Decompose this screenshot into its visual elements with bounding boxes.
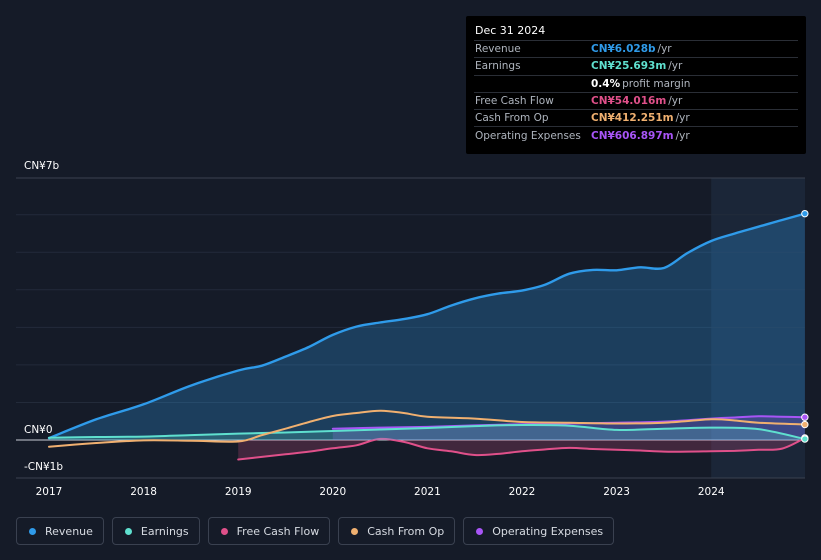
x-tick-label: 2019	[225, 486, 252, 498]
endpoint-marker-cash-from-op	[801, 420, 809, 429]
legend-label: Operating Expenses	[492, 524, 604, 538]
tooltip-value: CN¥606.897m	[591, 129, 674, 142]
legend-dot-icon	[351, 527, 359, 535]
series-line-revenue	[47, 212, 807, 440]
tooltip-date: Dec 31 2024	[475, 24, 546, 37]
tooltip-unit: /yr	[657, 43, 672, 56]
legend-dot-icon	[476, 527, 484, 535]
x-tick-label: 2018	[130, 486, 157, 498]
tooltip-value: CN¥25.693m	[591, 60, 667, 73]
series-area-operating-expenses	[332, 416, 805, 440]
legend-dot-icon	[124, 527, 132, 535]
tooltip-row-profit-margin: 0.4% profit margin	[474, 74, 798, 92]
legend-label: Revenue	[45, 524, 93, 538]
legend-label: Cash From Op	[367, 524, 445, 538]
tooltip-label: Operating Expenses	[475, 129, 581, 142]
legend-label: Free Cash Flow	[236, 524, 320, 538]
x-axis-labels: 2017 2018 2019 2020 2021 2022 2023 2024	[36, 486, 725, 498]
series-area-free-cash-flow	[238, 438, 805, 460]
chart-legend: Revenue Earnings Free Cash Flow Cash Fro…	[16, 517, 622, 545]
legend-item-cash-from-op[interactable]: Cash From Op	[338, 517, 456, 545]
legend-item-operating-expenses[interactable]: Operating Expenses	[463, 517, 615, 545]
series-area-earnings	[49, 424, 805, 440]
x-tick-label: 2017	[36, 486, 63, 498]
tooltip-row-cash-from-op: Cash From Op CN¥412.251m /yr	[474, 109, 798, 126]
tooltip-row-revenue: Revenue CN¥6.028b /yr	[474, 40, 798, 57]
tooltip-label: Free Cash Flow	[475, 95, 554, 108]
tooltip-value: CN¥54.016m	[591, 95, 667, 108]
series-line-free-cash-flow	[237, 437, 806, 461]
series-line-cash-from-op	[48, 409, 806, 448]
tooltip-unit: /yr	[675, 129, 690, 142]
x-tick-label: 2022	[509, 486, 536, 498]
tooltip-label: Cash From Op	[475, 112, 549, 125]
x-tick-label: 2021	[414, 486, 441, 498]
tooltip-row-free-cash-flow: Free Cash Flow CN¥54.016m /yr	[474, 91, 798, 109]
legend-item-earnings[interactable]: Earnings	[111, 517, 200, 545]
y-axis-label: CN¥7b	[24, 160, 60, 172]
tooltip-value: CN¥412.251m	[591, 112, 674, 125]
tooltip-unit: /yr	[668, 95, 683, 108]
legend-item-revenue[interactable]: Revenue	[16, 517, 104, 545]
legend-label: Earnings	[140, 524, 189, 538]
endpoint-marker-revenue	[801, 209, 809, 218]
y-axis-labels: CN¥7b CN¥0 -CN¥1b	[24, 160, 63, 473]
tooltip-label: Revenue	[475, 43, 521, 56]
series-area-revenue	[49, 213, 805, 440]
tooltip-unit: /yr	[675, 112, 690, 125]
data-tooltip: Dec 31 2024 Revenue CN¥6.028b /yr Earnin…	[466, 16, 806, 154]
tooltip-row-earnings: Earnings CN¥25.693m /yr	[474, 57, 798, 74]
endpoint-markers	[801, 209, 809, 443]
tooltip-value: 0.4%	[591, 77, 621, 90]
endpoint-marker-operating-expenses	[801, 413, 809, 421]
series-layer	[47, 212, 807, 461]
tooltip-value: CN¥6.028b	[591, 43, 656, 56]
series-line-earnings	[48, 423, 806, 440]
legend-dot-icon	[29, 527, 36, 535]
tooltip-row-operating-expenses: Operating Expenses CN¥606.897m /yr	[474, 126, 798, 143]
x-tick-label: 2023	[603, 486, 630, 498]
tooltip-unit: profit margin	[622, 77, 691, 90]
legend-item-free-cash-flow[interactable]: Free Cash Flow	[207, 517, 331, 545]
endpoint-marker-earnings	[801, 435, 809, 443]
y-axis-label: CN¥0	[24, 424, 53, 436]
y-axis-label: -CN¥1b	[24, 461, 63, 473]
tooltip-unit: /yr	[668, 60, 683, 73]
x-tick-label: 2020	[319, 486, 346, 498]
x-tick-label: 2024	[698, 486, 725, 498]
tooltip-label: Earnings	[475, 60, 521, 73]
legend-dot-icon	[220, 527, 228, 535]
